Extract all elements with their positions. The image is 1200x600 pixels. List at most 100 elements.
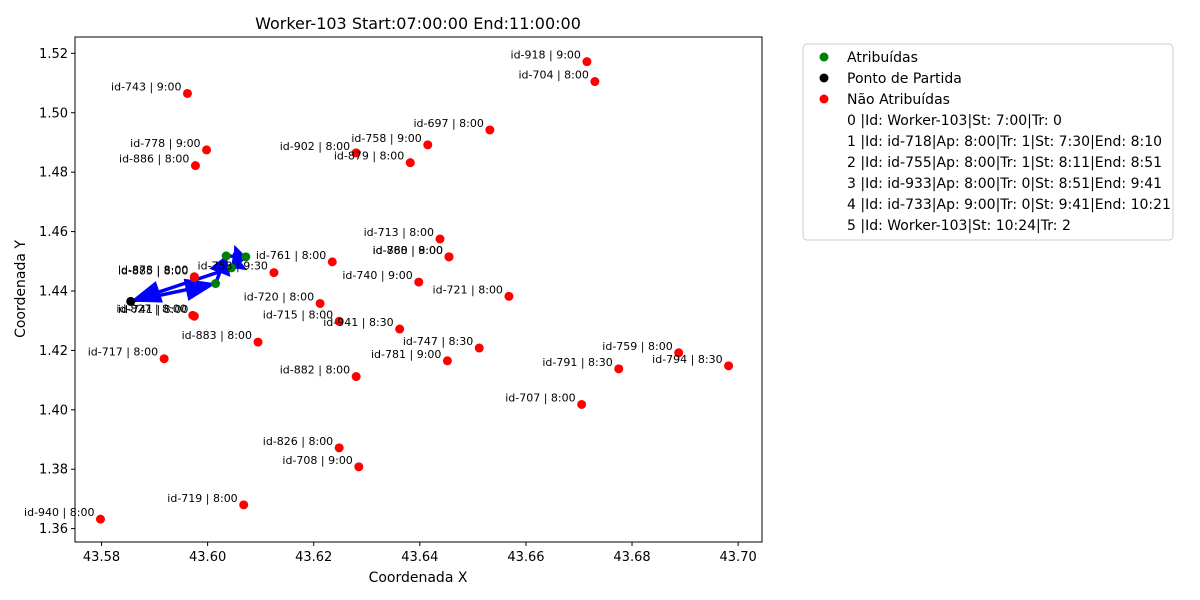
point-label: id-753 | 9:30 bbox=[198, 260, 268, 273]
unassigned-point bbox=[354, 462, 364, 472]
assigned-point bbox=[241, 252, 251, 262]
unassigned-point bbox=[351, 372, 361, 382]
unassigned-point bbox=[485, 125, 495, 135]
unassigned-point bbox=[315, 298, 325, 308]
legend-marker bbox=[819, 94, 829, 104]
legend-items: Atribuídas Ponto de Partida Não Atribuídas… bbox=[819, 50, 1171, 234]
point-label: id-758 | 9:00 bbox=[351, 132, 421, 145]
y-tick-label: 1.42 bbox=[39, 344, 68, 359]
point-label: id-878 | 8:00 bbox=[118, 264, 188, 277]
point-label: id-721 | 8:00 bbox=[433, 283, 503, 296]
point-label: id-704 | 8:00 bbox=[518, 69, 588, 82]
unassigned-point bbox=[95, 514, 105, 524]
y-tick-label: 1.52 bbox=[39, 47, 68, 62]
unassigned-point bbox=[159, 354, 169, 364]
unassigned-point bbox=[423, 140, 433, 150]
point-label: id-826 | 8:00 bbox=[263, 435, 333, 448]
point-label: id-717 | 8:00 bbox=[88, 346, 158, 359]
x-tick-label: 43.68 bbox=[613, 550, 650, 565]
chart-title: Worker-103 Start:07:00:00 End:11:00:00 bbox=[255, 14, 581, 33]
unassigned-point bbox=[590, 77, 600, 87]
y-tick-label: 1.44 bbox=[39, 284, 68, 299]
assigned-point bbox=[226, 263, 236, 273]
unassigned-point bbox=[327, 257, 337, 267]
route-arrow bbox=[130, 266, 233, 303]
unassigned-point bbox=[435, 234, 445, 244]
point-label: id-918 | 9:00 bbox=[511, 49, 581, 62]
point-label: id-759 | 8:00 bbox=[602, 340, 672, 353]
x-tick-label: 43.62 bbox=[295, 550, 332, 565]
unassigned-point bbox=[269, 268, 279, 278]
unassigned-point bbox=[395, 324, 405, 334]
unassigned-point bbox=[444, 252, 454, 262]
y-axis-ticks: 1.36 1.38 1.40 1.42 1.44 1.46 1.48 1.50 1.52 bbox=[39, 47, 75, 537]
assigned-point bbox=[211, 279, 221, 289]
x-tick-label: 43.58 bbox=[83, 550, 120, 565]
point-label: id-886 | 8:00 bbox=[119, 153, 189, 166]
points-layer bbox=[95, 57, 734, 524]
point-label: id-940 | 8:00 bbox=[24, 506, 94, 519]
y-axis-label: Coordenada Y bbox=[13, 240, 29, 338]
point-label: id-747 | 8:30 bbox=[403, 335, 473, 348]
point-label: id-761 | 8:00 bbox=[256, 249, 326, 262]
unassigned-point bbox=[442, 356, 452, 366]
legend-entry: 3 |Id: id-933|Ap: 8:00|Tr: 0|St: 8:51|En… bbox=[847, 176, 1162, 192]
legend-entry: Atribuídas bbox=[847, 50, 918, 66]
point-label: id-697 | 8:00 bbox=[413, 117, 483, 130]
unassigned-point bbox=[202, 145, 212, 155]
unassigned-point bbox=[351, 148, 361, 158]
legend-entry: 4 |Id: id-733|Ap: 9:00|Tr: 0|St: 9:41|En… bbox=[847, 197, 1171, 213]
point-label: id-781 | 9:00 bbox=[371, 348, 441, 361]
unassigned-point bbox=[405, 158, 415, 168]
unassigned-point bbox=[334, 443, 344, 453]
legend-entry: Ponto de Partida bbox=[847, 71, 962, 87]
unassigned-point bbox=[504, 291, 514, 301]
unassigned-point bbox=[334, 316, 344, 326]
x-tick-label: 43.64 bbox=[401, 550, 438, 565]
point-label: id-715 | 8:00 bbox=[263, 308, 333, 321]
legend-entry: 2 |Id: id-755|Ap: 8:00|Tr: 1|St: 8:11|En… bbox=[847, 155, 1162, 171]
x-tick-label: 43.60 bbox=[189, 550, 226, 565]
unassigned-point bbox=[582, 57, 592, 67]
point-labels-layer: id-918 | 9:00 id-704 | 8:00 id-743 | 9:00 i… bbox=[24, 49, 723, 519]
point-label: id-778 | 9:00 bbox=[130, 137, 200, 150]
point-label: id-743 | 9:00 bbox=[111, 80, 181, 93]
unassigned-point bbox=[189, 311, 199, 321]
unassigned-point bbox=[182, 88, 192, 98]
point-label: id-883 | 8:00 bbox=[182, 329, 252, 342]
unassigned-point bbox=[724, 361, 734, 371]
start-point bbox=[126, 296, 136, 306]
y-tick-label: 1.36 bbox=[39, 522, 68, 537]
point-label: id-707 | 8:00 bbox=[505, 391, 575, 404]
point-label: id-827 | 8:00 bbox=[116, 302, 186, 315]
point-label: id-788 | 9:00 bbox=[373, 244, 443, 257]
point-label: id-902 | 8:00 bbox=[280, 140, 350, 153]
point-label: id-860 | 8:00 bbox=[373, 244, 443, 257]
legend-entry: Não Atribuídas bbox=[847, 92, 950, 108]
unassigned-point bbox=[190, 161, 200, 171]
y-tick-label: 1.38 bbox=[39, 463, 68, 478]
unassigned-point bbox=[414, 277, 424, 287]
legend: Atribuídas Ponto de Partida Não Atribuídas… bbox=[802, 43, 1174, 241]
unassigned-point bbox=[474, 343, 484, 353]
legend-entry: 5 |Id: Worker-103|St: 10:24|Tr: 2 bbox=[847, 218, 1071, 234]
point-label: id-882 | 8:00 bbox=[280, 364, 350, 377]
point-label: id-740 | 9:00 bbox=[342, 269, 412, 282]
point-label: id-741 | 8:00 bbox=[118, 303, 188, 316]
point-label: id-720 | 8:00 bbox=[244, 290, 314, 303]
y-tick-label: 1.40 bbox=[39, 403, 68, 418]
y-tick-label: 1.48 bbox=[39, 166, 68, 181]
point-label: id-794 | 8:30 bbox=[652, 353, 722, 366]
y-tick-label: 1.46 bbox=[39, 225, 68, 240]
unassigned-point bbox=[674, 348, 684, 358]
unassigned-point bbox=[189, 273, 199, 283]
point-label: id-708 | 9:00 bbox=[282, 454, 352, 467]
point-label: id-791 | 8:30 bbox=[542, 356, 612, 369]
x-axis-ticks: 43.58 43.60 43.62 43.64 43.66 43.68 43.70 bbox=[83, 542, 757, 565]
assigned-point bbox=[221, 251, 231, 261]
point-label: id-941 | 8:30 bbox=[323, 316, 393, 329]
plot-frame bbox=[74, 36, 763, 543]
point-label: id-713 | 8:00 bbox=[364, 226, 434, 239]
point-label: id-885 | 8:00 bbox=[118, 265, 188, 278]
